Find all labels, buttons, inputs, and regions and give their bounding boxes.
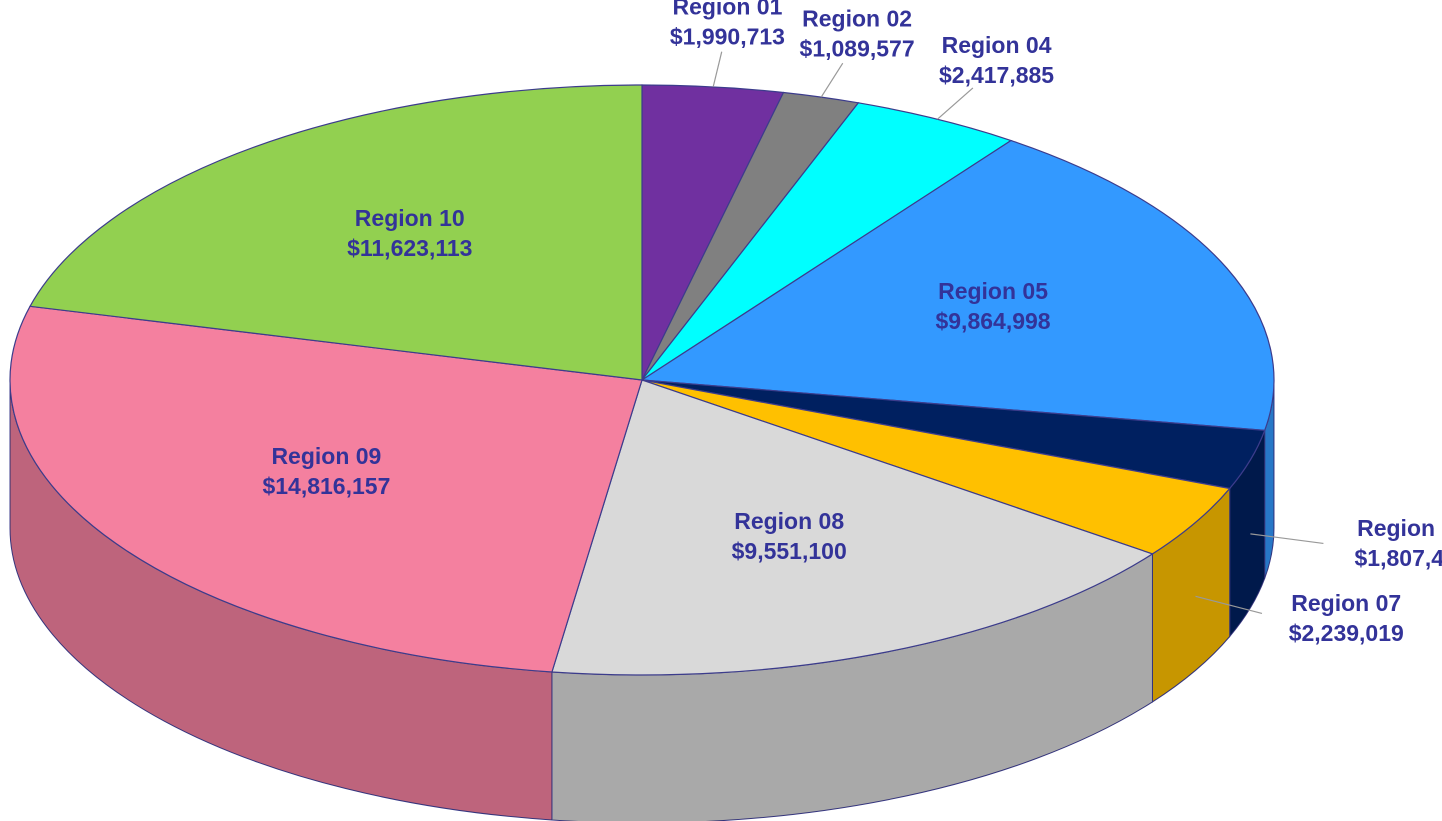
slice-label: Region 08 — [734, 508, 844, 534]
slice-label: Region 01 — [672, 0, 782, 19]
slice-label: Region 06 — [1357, 515, 1442, 541]
slice-value-label: $9,551,100 — [732, 538, 847, 564]
leader-line — [1250, 533, 1324, 545]
slice-value-label: $9,864,998 — [935, 308, 1050, 334]
slice-value-label: $1,089,577 — [800, 36, 915, 62]
slice — [640, 139, 1275, 432]
slice-label: Region 02 — [802, 6, 912, 32]
slice — [9, 305, 643, 673]
slice-value-label: $11,623,113 — [347, 235, 472, 261]
slice-label: Region 05 — [938, 278, 1048, 304]
slice-value-label: $2,239,019 — [1289, 620, 1404, 646]
slice-value-label: $1,807,487 — [1355, 545, 1442, 571]
slice — [29, 84, 643, 381]
slice-label: Region 09 — [271, 443, 381, 469]
slice-label: Region 07 — [1291, 590, 1401, 616]
slice-label: Region 10 — [355, 205, 465, 231]
slice — [551, 379, 1154, 676]
slice-side-shade — [1229, 430, 1265, 637]
slice-side-shade — [1152, 488, 1230, 702]
slice-value-label: $2,417,885 — [939, 62, 1054, 88]
slice-value-label: $14,816,157 — [262, 473, 390, 499]
leader-line — [820, 62, 844, 98]
slice-label: Region 04 — [942, 32, 1052, 58]
leader-line — [937, 87, 974, 120]
leader-line — [1195, 595, 1263, 615]
slice-side-shade — [10, 380, 552, 820]
leader-line — [712, 51, 723, 88]
slice — [641, 102, 1013, 381]
slice-side-shade — [1264, 380, 1274, 579]
slice-side-shade — [551, 553, 1153, 821]
slice-value-label: $1,990,713 — [670, 23, 785, 49]
